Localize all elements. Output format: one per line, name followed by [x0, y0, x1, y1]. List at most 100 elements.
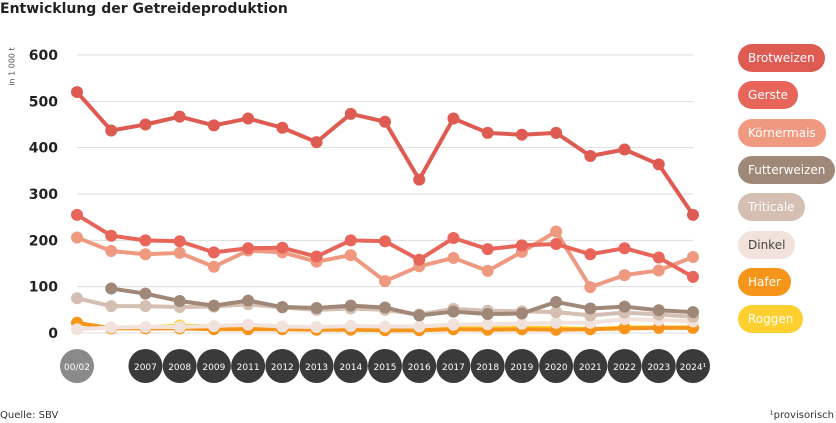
x-category-button[interactable]: 2009 — [196, 349, 231, 383]
year-button-circle[interactable] — [368, 349, 402, 383]
year-button-circle[interactable] — [299, 349, 334, 383]
x-category-button[interactable]: 2007 — [128, 349, 163, 383]
data-point[interactable] — [207, 246, 220, 259]
x-category-button[interactable]: 2008 — [162, 349, 197, 383]
data-point[interactable] — [242, 318, 255, 331]
data-point[interactable] — [71, 292, 83, 305]
legend-item-roggen[interactable]: Roggen — [738, 305, 804, 334]
year-button-circle[interactable] — [231, 349, 266, 383]
x-category-button[interactable]: 2017 — [436, 349, 471, 383]
data-point[interactable] — [310, 320, 323, 333]
data-point[interactable] — [584, 302, 597, 315]
data-point[interactable] — [652, 304, 665, 317]
data-point[interactable] — [481, 264, 494, 277]
data-point[interactable] — [550, 238, 563, 251]
data-point[interactable] — [71, 231, 83, 244]
legend-item-gerste[interactable]: Gerste — [738, 81, 798, 110]
data-point[interactable] — [584, 281, 597, 294]
data-point[interactable] — [139, 300, 152, 313]
data-point[interactable] — [242, 294, 255, 307]
data-point[interactable] — [173, 235, 186, 248]
legend-item-futterweizen[interactable]: Futterweizen — [738, 155, 836, 184]
data-point[interactable] — [310, 136, 323, 149]
year-button-circle[interactable] — [607, 349, 642, 383]
data-point[interactable] — [207, 299, 220, 312]
year-button-circle[interactable] — [676, 349, 710, 383]
data-point[interactable] — [652, 158, 665, 171]
data-point[interactable] — [515, 239, 528, 252]
data-point[interactable] — [413, 173, 426, 186]
x-category-button[interactable]: 2013 — [299, 349, 334, 383]
data-point[interactable] — [242, 112, 255, 125]
data-point[interactable] — [550, 295, 563, 308]
data-point[interactable] — [413, 253, 426, 266]
year-button-circle[interactable] — [470, 349, 505, 383]
data-point[interactable] — [105, 282, 118, 295]
data-point[interactable] — [105, 300, 118, 313]
data-point[interactable] — [276, 121, 289, 134]
data-point[interactable] — [550, 126, 563, 139]
legend-item-dinkel[interactable]: Dinkel — [738, 230, 796, 259]
data-point[interactable] — [139, 248, 152, 261]
data-point[interactable] — [344, 320, 357, 333]
data-point[interactable] — [310, 250, 323, 263]
x-category-button[interactable]: 2020 — [539, 349, 574, 383]
data-point[interactable] — [379, 235, 391, 248]
data-point[interactable] — [447, 251, 460, 264]
x-category-button[interactable]: 2019 — [504, 349, 539, 383]
data-point[interactable] — [105, 229, 118, 242]
data-point[interactable] — [447, 305, 460, 318]
data-point[interactable] — [105, 124, 118, 137]
year-button-circle[interactable] — [60, 349, 94, 383]
x-category-button[interactable]: 2022 — [607, 349, 642, 383]
data-point[interactable] — [413, 309, 426, 322]
data-point[interactable] — [344, 249, 357, 262]
year-button-circle[interactable] — [128, 349, 163, 383]
data-point[interactable] — [276, 241, 289, 254]
data-point[interactable] — [481, 243, 494, 256]
data-point[interactable] — [687, 251, 699, 264]
data-point[interactable] — [584, 150, 597, 163]
data-point[interactable] — [276, 301, 289, 314]
data-point[interactable] — [207, 119, 220, 132]
x-category-button[interactable]: 2024¹ — [676, 349, 710, 383]
data-point[interactable] — [481, 318, 494, 331]
data-point[interactable] — [379, 301, 391, 314]
x-category-button[interactable]: 2023 — [641, 349, 676, 383]
x-category-button[interactable]: 2012 — [265, 349, 300, 383]
year-button-circle[interactable] — [333, 349, 368, 383]
data-point[interactable] — [344, 299, 357, 312]
data-point[interactable] — [550, 225, 563, 238]
x-category-button[interactable]: 2011 — [231, 349, 266, 383]
data-point[interactable] — [71, 86, 83, 99]
year-button-circle[interactable] — [641, 349, 676, 383]
data-point[interactable] — [652, 251, 665, 264]
legend-item-triticale[interactable]: Triticale — [738, 193, 805, 222]
data-point[interactable] — [105, 321, 118, 334]
x-category-button[interactable]: 2015 — [368, 349, 402, 383]
data-point[interactable] — [173, 320, 186, 333]
data-point[interactable] — [447, 112, 460, 125]
data-point[interactable] — [173, 246, 186, 259]
data-point[interactable] — [379, 115, 391, 128]
x-category-button[interactable]: 2018 — [470, 349, 505, 383]
data-point[interactable] — [652, 264, 665, 277]
data-point[interactable] — [687, 208, 699, 221]
data-point[interactable] — [71, 323, 83, 336]
data-point[interactable] — [618, 322, 631, 335]
year-button-circle[interactable] — [196, 349, 231, 383]
data-point[interactable] — [71, 208, 83, 221]
year-button-circle[interactable] — [436, 349, 471, 383]
data-point[interactable] — [481, 308, 494, 321]
year-button-circle[interactable] — [573, 349, 608, 383]
data-point[interactable] — [481, 126, 494, 139]
data-point[interactable] — [687, 270, 699, 283]
legend-item-hafer[interactable]: Hafer — [738, 267, 791, 296]
data-point[interactable] — [618, 269, 631, 282]
legend-item-körnermais[interactable]: Körnermais — [738, 118, 826, 147]
data-point[interactable] — [618, 143, 631, 156]
x-category-button[interactable]: 2021 — [573, 349, 608, 383]
legend-item-brotweizen[interactable]: Brotweizen — [738, 44, 825, 72]
data-point[interactable] — [515, 307, 528, 320]
data-point[interactable] — [618, 300, 631, 313]
